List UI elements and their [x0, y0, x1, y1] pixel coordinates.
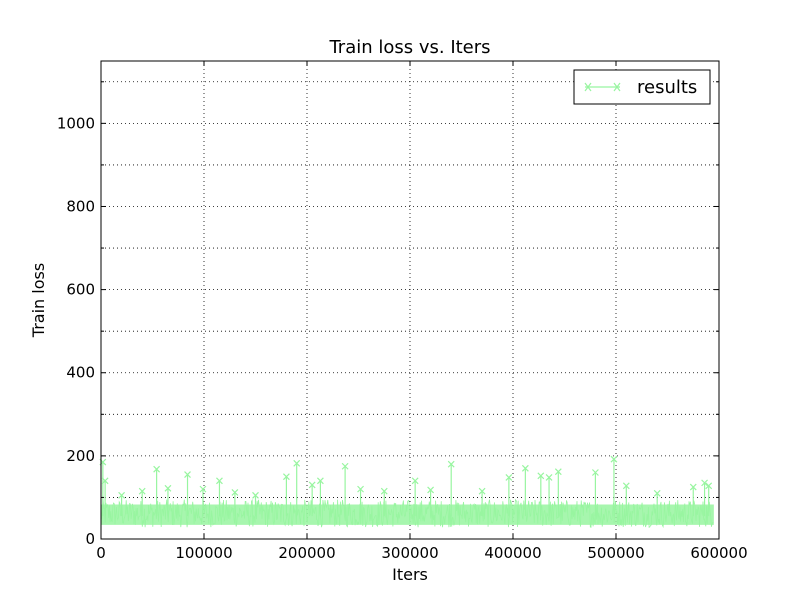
series-marker [427, 486, 435, 494]
series-marker [705, 482, 713, 490]
series-marker [252, 491, 259, 499]
legend-marker-icon [584, 82, 621, 92]
series-results [99, 455, 714, 529]
series-marker [505, 474, 513, 481]
series-marker [689, 483, 697, 491]
y-axis: 0 200 400 600 800 1000 [57, 81, 719, 548]
legend-label: results [637, 77, 697, 98]
x-tick-label: 500000 [587, 544, 644, 562]
x-tick-label: 600000 [690, 544, 747, 562]
series-marker [231, 489, 239, 496]
series-marker [591, 469, 599, 476]
series-marker [184, 471, 191, 478]
series-marker [153, 465, 161, 473]
x-tick-label: 300000 [381, 544, 438, 562]
series-marker [447, 460, 455, 468]
chart-title: Train loss vs. Iters [328, 37, 490, 58]
series-marker [521, 464, 529, 472]
series-marker [622, 482, 630, 490]
series-marker [357, 485, 364, 493]
series-marker [554, 468, 562, 476]
series-marker [199, 485, 207, 493]
series-band [101, 504, 714, 525]
y-tick-label: 1000 [57, 114, 95, 132]
series-marker [537, 472, 545, 480]
x-tick-label: 100000 [175, 544, 232, 562]
series-marker [293, 459, 301, 467]
x-axis-label: Iters [392, 565, 428, 584]
x-tick-label: 400000 [484, 544, 541, 562]
series-marker [216, 477, 223, 485]
y-tick-label: 200 [66, 447, 95, 465]
x-tick-label: 0 [96, 544, 106, 562]
series-marker [701, 479, 709, 487]
y-tick-label: 600 [66, 281, 95, 299]
legend: results [573, 69, 711, 105]
series-marker [308, 481, 316, 489]
series-marker [610, 455, 618, 463]
series-marker [545, 474, 553, 481]
plot-frame [100, 60, 720, 540]
y-axis-label: Train loss [29, 263, 48, 338]
series-marker [118, 491, 126, 499]
series-marker [380, 487, 388, 495]
grid [101, 61, 719, 539]
series-marker [316, 477, 324, 485]
series-marker [478, 487, 486, 495]
x-tick-label: 200000 [278, 544, 335, 562]
series-marker [101, 477, 109, 485]
series-marker [164, 484, 172, 492]
series-marker [138, 487, 146, 495]
x-axis: 0 100000 200000 300000 400000 500000 600000 [96, 61, 748, 562]
y-tick-label: 800 [66, 197, 95, 215]
y-tick-label: 0 [85, 530, 95, 548]
series-marker [653, 489, 661, 497]
series-marker [411, 477, 419, 485]
y-tick-label: 400 [66, 364, 95, 382]
series-marker [282, 473, 290, 481]
series-marker [341, 462, 349, 470]
